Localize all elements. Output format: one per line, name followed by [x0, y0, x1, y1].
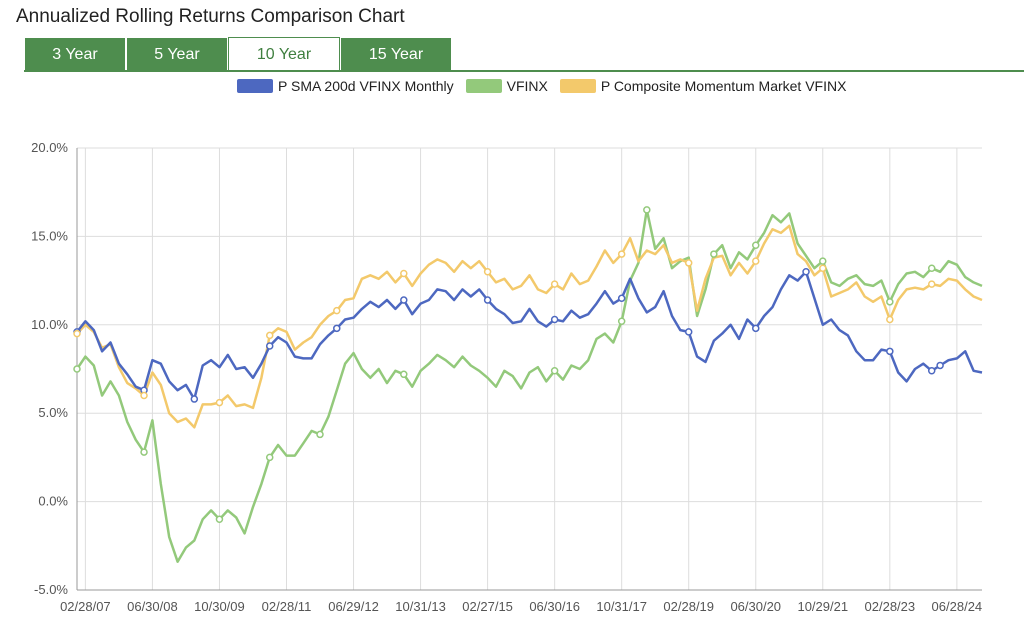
x-tick-label: 02/28/23 — [865, 599, 916, 614]
legend-label-sma: P SMA 200d VFINX Monthly — [278, 78, 454, 94]
data-point-marker — [400, 370, 408, 379]
data-point-marker — [752, 241, 760, 249]
data-point-marker — [752, 257, 760, 265]
data-point-marker — [316, 430, 324, 439]
data-point-marker — [550, 367, 559, 375]
data-point-marker — [927, 280, 936, 288]
x-tick-label: 06/29/12 — [328, 599, 379, 614]
data-point-marker — [265, 342, 274, 350]
x-tick-label: 10/31/13 — [395, 599, 446, 614]
x-tick-label: 02/27/15 — [462, 599, 513, 614]
data-point-marker — [617, 317, 626, 326]
data-point-marker — [483, 296, 492, 304]
data-point-marker — [73, 329, 81, 338]
data-point-marker — [684, 328, 693, 336]
legend-label-momentum: P Composite Momentum Market VFINX — [600, 78, 847, 94]
data-point-marker — [936, 361, 944, 370]
data-point-marker — [927, 367, 936, 375]
period-tabs: 3 Year 5 Year 10 Year 15 Year — [24, 37, 452, 72]
page-title: Annualized Rolling Returns Comparison Ch… — [16, 6, 405, 27]
data-point-marker — [752, 324, 760, 333]
data-point-marker — [550, 315, 559, 324]
series-line-0 — [76, 270, 983, 401]
data-point-marker — [140, 391, 148, 400]
chart-legend: P SMA 200d VFINX Monthly VFINX P Composi… — [237, 78, 858, 94]
series-line-1 — [75, 208, 983, 563]
legend-swatch-vfinx — [465, 79, 502, 93]
y-tick-label: 20.0% — [31, 140, 68, 155]
data-point-marker — [617, 294, 626, 303]
y-tick-label: -5.0% — [34, 582, 68, 597]
data-point-marker — [400, 296, 408, 304]
series-line-2 — [76, 224, 983, 429]
y-tick-label: 10.0% — [31, 317, 68, 332]
data-point-marker — [819, 264, 827, 272]
x-tick-label: 06/28/24 — [932, 599, 983, 614]
x-tick-label: 10/29/21 — [797, 599, 848, 614]
data-point-marker — [400, 269, 408, 278]
data-point-marker — [617, 250, 626, 258]
y-tick-label: 15.0% — [31, 228, 68, 243]
data-point-marker — [215, 515, 224, 524]
data-point-marker — [190, 395, 199, 403]
data-point-marker — [265, 453, 274, 462]
tab-5-year[interactable]: 5 Year — [126, 37, 228, 71]
data-point-marker — [886, 347, 894, 356]
x-tick-label: 10/31/17 — [596, 599, 647, 614]
tab-underline — [24, 70, 1024, 72]
data-point-marker — [927, 264, 936, 272]
data-point-marker — [215, 398, 224, 407]
x-tick-label: 06/30/16 — [529, 599, 580, 614]
data-point-marker — [333, 324, 341, 333]
y-tick-label: 0.0% — [38, 494, 68, 509]
data-point-marker — [73, 365, 81, 373]
x-tick-label: 02/28/11 — [262, 599, 312, 614]
data-point-marker — [550, 280, 559, 288]
data-point-marker — [886, 315, 894, 324]
data-point-marker — [265, 331, 274, 340]
legend-swatch-momentum — [559, 79, 596, 93]
legend-swatch-sma — [237, 79, 273, 93]
data-point-marker — [643, 206, 651, 214]
data-point-marker — [802, 268, 810, 276]
data-point-marker — [886, 298, 894, 306]
x-tick-label: 10/30/09 — [194, 599, 245, 614]
data-point-marker — [483, 268, 492, 276]
x-tick-label: 06/30/08 — [127, 599, 178, 614]
x-tick-label: 02/28/19 — [663, 599, 714, 614]
legend-label-vfinx: VFINX — [506, 78, 548, 94]
data-point-marker — [140, 448, 148, 456]
tab-10-year[interactable]: 10 Year — [228, 37, 340, 72]
legend-item-sma[interactable]: P SMA 200d VFINX Monthly — [237, 78, 454, 94]
y-tick-label: 5.0% — [38, 405, 68, 420]
data-point-marker — [333, 306, 341, 315]
data-point-marker — [710, 250, 718, 258]
x-tick-label: 06/30/20 — [730, 599, 781, 614]
data-point-marker — [819, 257, 827, 265]
x-tick-label: 02/28/07 — [60, 599, 111, 614]
legend-item-vfinx[interactable]: VFINX — [465, 78, 548, 94]
legend-item-momentum[interactable]: P Composite Momentum Market VFINX — [559, 78, 847, 94]
data-point-marker — [684, 259, 693, 267]
